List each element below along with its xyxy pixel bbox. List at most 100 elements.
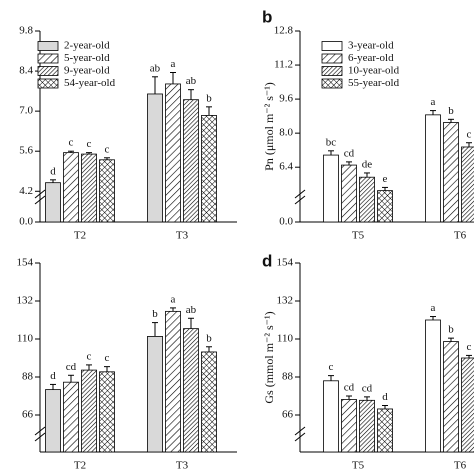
significance-letter: c: [329, 361, 334, 373]
significance-letter: b: [206, 332, 212, 344]
y-axis-label: Pn (μmol m⁻² s⁻¹): [262, 82, 276, 171]
y-tick-label: 88: [22, 371, 34, 383]
panel-label: b: [262, 7, 272, 26]
y-tick-label: 88: [282, 371, 294, 383]
significance-letter: a: [171, 58, 176, 70]
x-tick-label: T6: [454, 460, 467, 472]
y-tick-label: 9.8: [19, 25, 33, 37]
bar: [165, 310, 181, 453]
bar: [443, 122, 459, 223]
axis-break: [34, 189, 46, 199]
y-tick-label: 8.0: [279, 127, 293, 139]
significance-letter: a: [171, 293, 176, 305]
legend-swatch: [321, 41, 343, 51]
bar: [81, 153, 97, 223]
y-tick-label: 9.6: [279, 93, 293, 105]
significance-letter: a: [431, 96, 436, 108]
significance-letter: cd: [344, 382, 355, 394]
bar: [461, 357, 474, 453]
significance-letter: d: [382, 391, 388, 403]
bar: [377, 190, 393, 223]
bar: [341, 164, 357, 223]
x-tick-label: T2: [74, 230, 86, 242]
axis-break: [294, 432, 306, 442]
bar: [81, 369, 97, 453]
y-tick-label: 66: [22, 409, 34, 421]
significance-letter: ab: [186, 304, 197, 316]
y-tick-label: 5.6: [19, 145, 33, 157]
significance-letter: c: [87, 138, 92, 150]
significance-letter: b: [448, 105, 454, 117]
bar: [147, 93, 163, 223]
significance-letter: c: [87, 350, 92, 362]
bar: [359, 176, 375, 223]
axis-break: [294, 426, 306, 436]
bar: [425, 114, 441, 223]
bar: [45, 182, 61, 223]
legend-label: 9-year-old: [64, 65, 110, 77]
y-tick-label: 66: [282, 409, 294, 421]
panel-label: d: [262, 251, 272, 270]
axis-break: [294, 195, 306, 205]
significance-letter: b: [448, 324, 454, 336]
y-axis-label: Gs (mmol m⁻² s⁻¹): [262, 311, 276, 403]
bar: [147, 336, 163, 453]
significance-letter: b: [206, 92, 212, 104]
legend-label: 6-year-old: [348, 52, 394, 64]
y-tick-label: 6.4: [279, 161, 293, 173]
legend-swatch: [321, 78, 343, 89]
bar: [99, 371, 115, 453]
legend-swatch: [321, 53, 343, 64]
bar: [201, 351, 217, 453]
legend-label: 5-year-old: [64, 52, 110, 64]
bar: [165, 83, 181, 223]
significance-letter: a: [431, 302, 436, 314]
legend-swatch: [37, 66, 59, 76]
legend-swatch: [37, 53, 59, 64]
axis-break: [34, 195, 46, 205]
legend-swatch: [321, 66, 343, 76]
bar: [183, 99, 199, 223]
legend-label: 55-year-old: [348, 77, 400, 89]
y-tick-label: 8.4: [19, 65, 33, 77]
significance-letter: c: [467, 128, 472, 140]
significance-letter: ab: [150, 62, 161, 74]
y-tick-label: 132: [17, 295, 34, 307]
legend-swatch: [37, 41, 59, 51]
significance-letter: c: [69, 137, 74, 149]
significance-letter: cd: [66, 361, 77, 373]
x-tick-label: T3: [176, 230, 189, 242]
significance-letter: b: [152, 308, 158, 320]
axis-break: [34, 426, 46, 436]
bar: [341, 399, 357, 453]
legend-label: 54-year-old: [64, 77, 116, 89]
y-tick-label: 154: [277, 257, 294, 269]
significance-letter: de: [362, 158, 373, 170]
bar: [63, 152, 79, 223]
bar: [45, 389, 61, 453]
bar: [201, 115, 217, 223]
y-tick-label: 132: [277, 295, 294, 307]
y-tick-label: 154: [17, 257, 34, 269]
y-tick-label: 12.8: [274, 25, 294, 37]
y-tick-label: 110: [17, 333, 34, 345]
significance-letter: d: [50, 370, 56, 382]
y-tick-label: 110: [277, 333, 294, 345]
bar: [359, 399, 375, 453]
bar: [323, 154, 339, 223]
significance-letter: bc: [326, 136, 337, 148]
legend-swatch: [37, 78, 59, 89]
significance-letter: c: [105, 143, 110, 155]
y-tick-label: 0.0: [279, 216, 293, 228]
legend-label: 10-year-old: [348, 65, 400, 77]
significance-letter: e: [383, 173, 388, 185]
significance-letter: d: [50, 165, 56, 177]
significance-letter: c: [105, 352, 110, 364]
x-tick-label: T3: [176, 460, 189, 472]
bar: [323, 380, 339, 453]
bar: [99, 159, 115, 223]
bar: [461, 146, 474, 223]
significance-letter: ab: [186, 75, 197, 87]
x-tick-label: T5: [352, 460, 365, 472]
